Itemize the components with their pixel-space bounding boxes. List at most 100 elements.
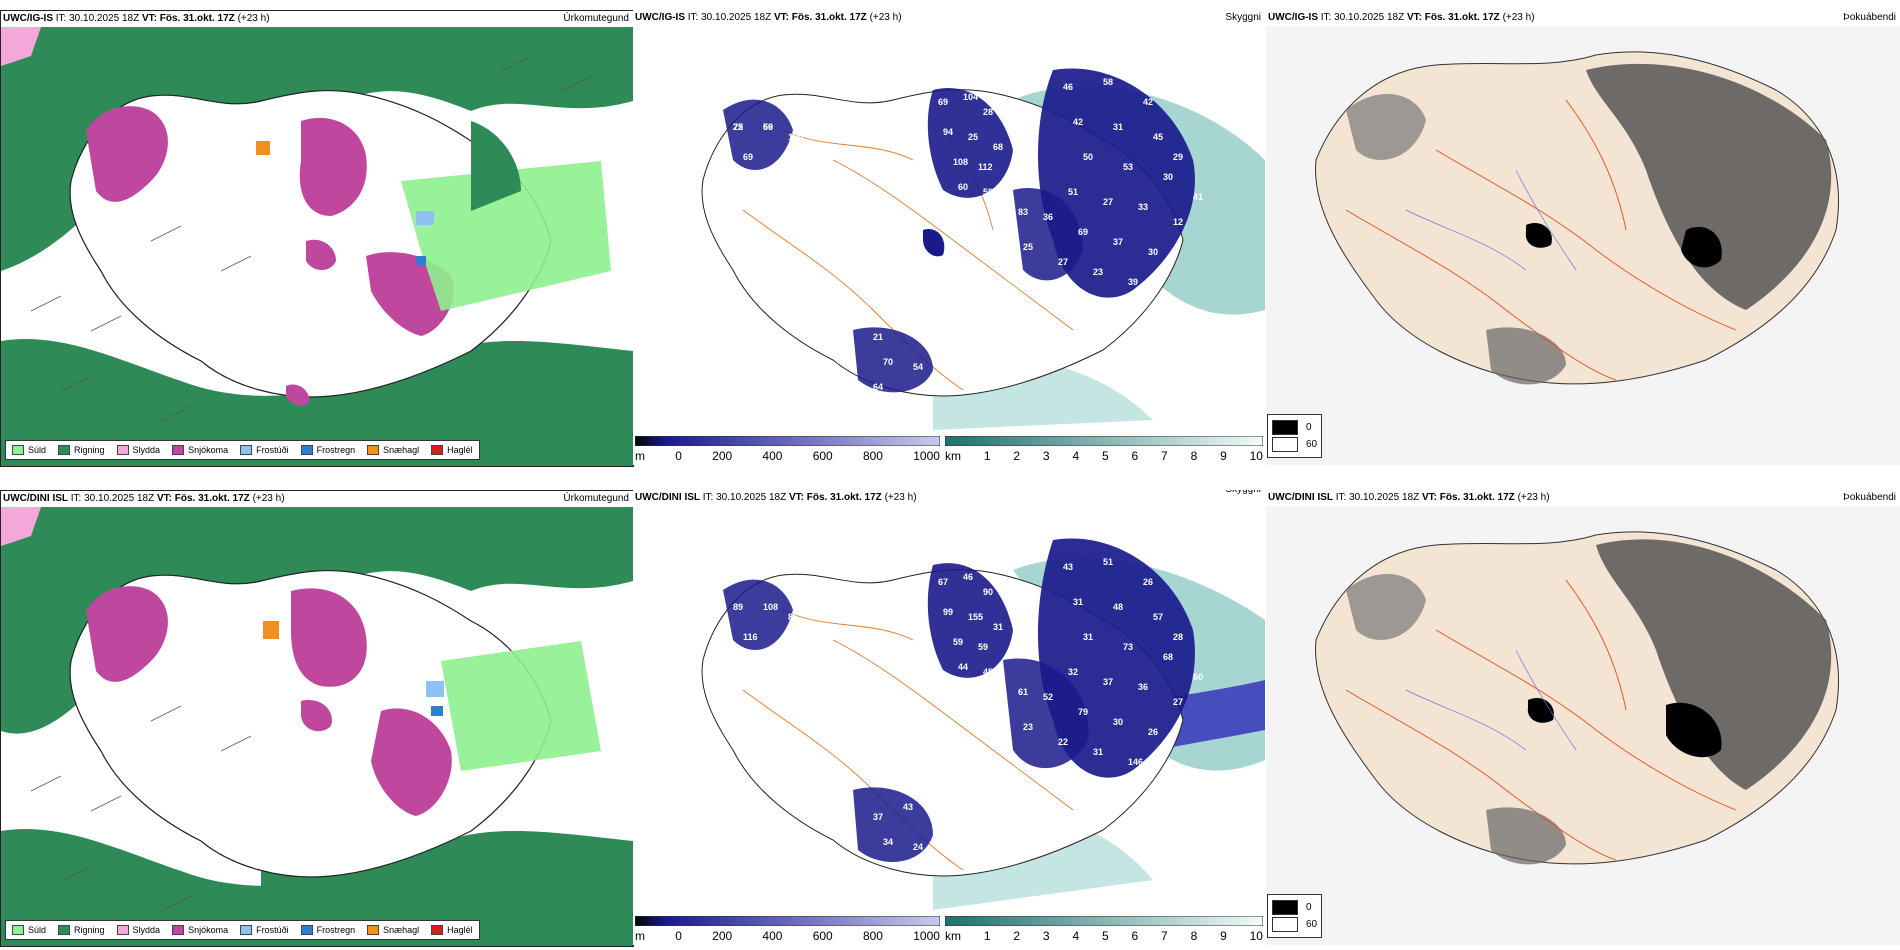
visibility-value-label: 68 xyxy=(993,142,1003,152)
visibility-value-label: 99 xyxy=(943,607,953,617)
legend-swatch xyxy=(431,925,444,935)
fog-legend: 0 60 xyxy=(1267,894,1323,938)
legend-swatch xyxy=(172,925,185,935)
visibility-value-label: 108 xyxy=(763,602,778,612)
visibility-value-label: 60 xyxy=(958,182,968,192)
precip-legend: Súld Rigning Slydda Snjókoma Frostúði Fr… xyxy=(5,920,480,940)
visibility-value-label: 94 xyxy=(943,127,953,137)
visibility-value-label: 27 xyxy=(1103,197,1113,207)
legend-item: Frostregn xyxy=(300,925,355,935)
visibility-value-label: 101 xyxy=(993,712,1008,722)
legend-item: Slydda xyxy=(116,445,160,455)
visibility-value-label: 61 xyxy=(793,177,803,187)
visibility-value-label: 54 xyxy=(913,362,923,372)
cloud-panel-top: UWC/IG-IS IT: 30.10.2025 18Z VT: Fös. 31… xyxy=(633,10,1265,465)
panel-title: Úrkomutegund xyxy=(563,13,629,24)
visibility-value-label: 42 xyxy=(1143,97,1153,107)
visibility-value-label: 34 xyxy=(1103,297,1113,307)
visibility-value-label: 76 xyxy=(723,682,733,692)
visibility-value-label: 57 xyxy=(1153,612,1163,622)
visibility-value-label: 66 xyxy=(763,122,773,132)
visibility-value-label: 83 xyxy=(1018,207,1028,217)
fog-legend: 0 60 xyxy=(1267,414,1323,458)
panel-title: Skyggni xyxy=(1225,12,1261,23)
visibility-value-label: 24 xyxy=(903,322,913,332)
visibility-value-label: 30 xyxy=(1113,717,1123,727)
visibility-value-label: 36 xyxy=(1138,682,1148,692)
visibility-value-label: 91 xyxy=(728,572,738,582)
visibility-value-label: 100 xyxy=(788,132,803,142)
legend-item: Frostúði xyxy=(240,925,289,935)
visibility-value-label: 37 xyxy=(1113,237,1123,247)
visibility-value-label: 33 xyxy=(778,97,788,107)
visibility-value-label: 108 xyxy=(953,157,968,167)
fog-swatch xyxy=(1272,437,1298,452)
visibility-value-label: 89 xyxy=(733,602,743,612)
visibility-value-label: 26 xyxy=(1148,727,1158,737)
visibility-colorbar: km 1 2 3 4 5 6 7 8 9 10 xyxy=(944,915,1264,943)
visibility-value-label: 31 xyxy=(993,622,1003,632)
cloud-panel-bottom: UWC/DINI ISL IT: 30.10.2025 18Z VT: Fös.… xyxy=(633,490,1265,945)
legend-swatch xyxy=(367,925,380,935)
legend-item: Frostúði xyxy=(240,445,289,455)
ceiling-visibility-map: 91 115 74 89 108 85 116 100 104 68 76 67 46 90 99 155 59… xyxy=(701,538,1265,910)
visibility-value-label: 59 xyxy=(763,122,773,132)
panel-header: UWC/IG-IS IT: 30.10.2025 18Z VT: Fös. 31… xyxy=(1268,12,1535,23)
visibility-value-label: 46 xyxy=(963,572,973,582)
visibility-value-label: 45 xyxy=(983,667,993,677)
visibility-values: 91 79 121 75 66 100 69 86 246 61 57 69 104 28 94 25 108 1… xyxy=(723,77,1203,392)
visibility-value-label: 70 xyxy=(883,357,893,367)
legend-swatch xyxy=(240,445,253,455)
legend-swatch xyxy=(431,445,444,455)
legend-swatch xyxy=(172,445,185,455)
visibility-value-label: 58 xyxy=(1103,77,1113,87)
visibility-value-label: 46 xyxy=(1063,82,1073,92)
fog-swatch xyxy=(1272,917,1298,932)
precip-panel-bottom: UWC/DINI ISL IT: 30.10.2025 18Z VT: Fös.… xyxy=(0,490,634,947)
fog-legend-item: 60 xyxy=(1272,917,1317,932)
visibility-value-label: 53 xyxy=(1123,162,1133,172)
visibility-value-label: 22 xyxy=(733,122,743,132)
visibility-value-label: 31 xyxy=(1083,632,1093,642)
fog-map xyxy=(1266,506,1900,945)
legend-item: Snjókoma xyxy=(172,925,228,935)
visibility-value-label: 69 xyxy=(743,152,753,162)
visibility-value-label: 59 xyxy=(983,187,993,197)
visibility-value-label: 31 xyxy=(1093,747,1103,757)
fog-swatch xyxy=(1272,420,1298,435)
visibility-value-label: 44 xyxy=(958,662,968,672)
visibility-value-label: 246 xyxy=(758,187,773,197)
fog-legend-item: 0 xyxy=(1272,420,1317,435)
visibility-value-label: 64 xyxy=(873,382,883,392)
visibility-value-label: 28 xyxy=(1173,632,1183,642)
legend-swatch xyxy=(58,445,71,455)
visibility-value-label: 25 xyxy=(1023,242,1033,252)
visibility-value-label: 59 xyxy=(978,642,988,652)
panel-header: UWC/DINI ISL IT: 30.10.2025 18Z VT: Fös.… xyxy=(635,492,917,503)
panel-title: Þokuábendi xyxy=(1843,492,1896,503)
visibility-value-label: 28 xyxy=(983,107,993,117)
visibility-value-label: 60 xyxy=(1193,672,1203,682)
visibility-value-label: 91 xyxy=(728,92,738,102)
ceiling-colorbar: m 0 200 400 600 800 1000 xyxy=(634,915,941,943)
visibility-value-label: 52 xyxy=(1043,692,1053,702)
legend-swatch xyxy=(12,925,24,935)
visibility-value-label: 29 xyxy=(1173,152,1183,162)
visibility-value-label: 85 xyxy=(788,612,798,622)
visibility-value-label: 30 xyxy=(1163,172,1173,182)
visibility-value-label: 59 xyxy=(953,637,963,647)
visibility-value-label: 27 xyxy=(1173,697,1183,707)
visibility-values: 91 115 74 89 108 85 116 100 104 68 76 67 46 90 99 155 59… xyxy=(723,557,1203,852)
visibility-value-label: 34 xyxy=(883,837,893,847)
visibility-value-label: 100 xyxy=(773,642,788,652)
visibility-value-label: 146 xyxy=(1128,757,1143,767)
legend-item: Haglél xyxy=(431,925,473,935)
fog-map xyxy=(1266,26,1900,465)
visibility-value-label: 48 xyxy=(753,87,763,97)
visibility-value-label: 12 xyxy=(1173,217,1183,227)
ceiling-colorbar: m 0 200 400 600 800 1000 xyxy=(634,435,941,463)
visibility-value-label: 22 xyxy=(1103,777,1113,787)
panel-title: Þokuábendi xyxy=(1843,12,1896,23)
visibility-value-label: 67 xyxy=(938,577,948,587)
panel-header: UWC/IG-IS IT: 30.10.2025 18Z VT: Fös. 31… xyxy=(3,13,270,24)
